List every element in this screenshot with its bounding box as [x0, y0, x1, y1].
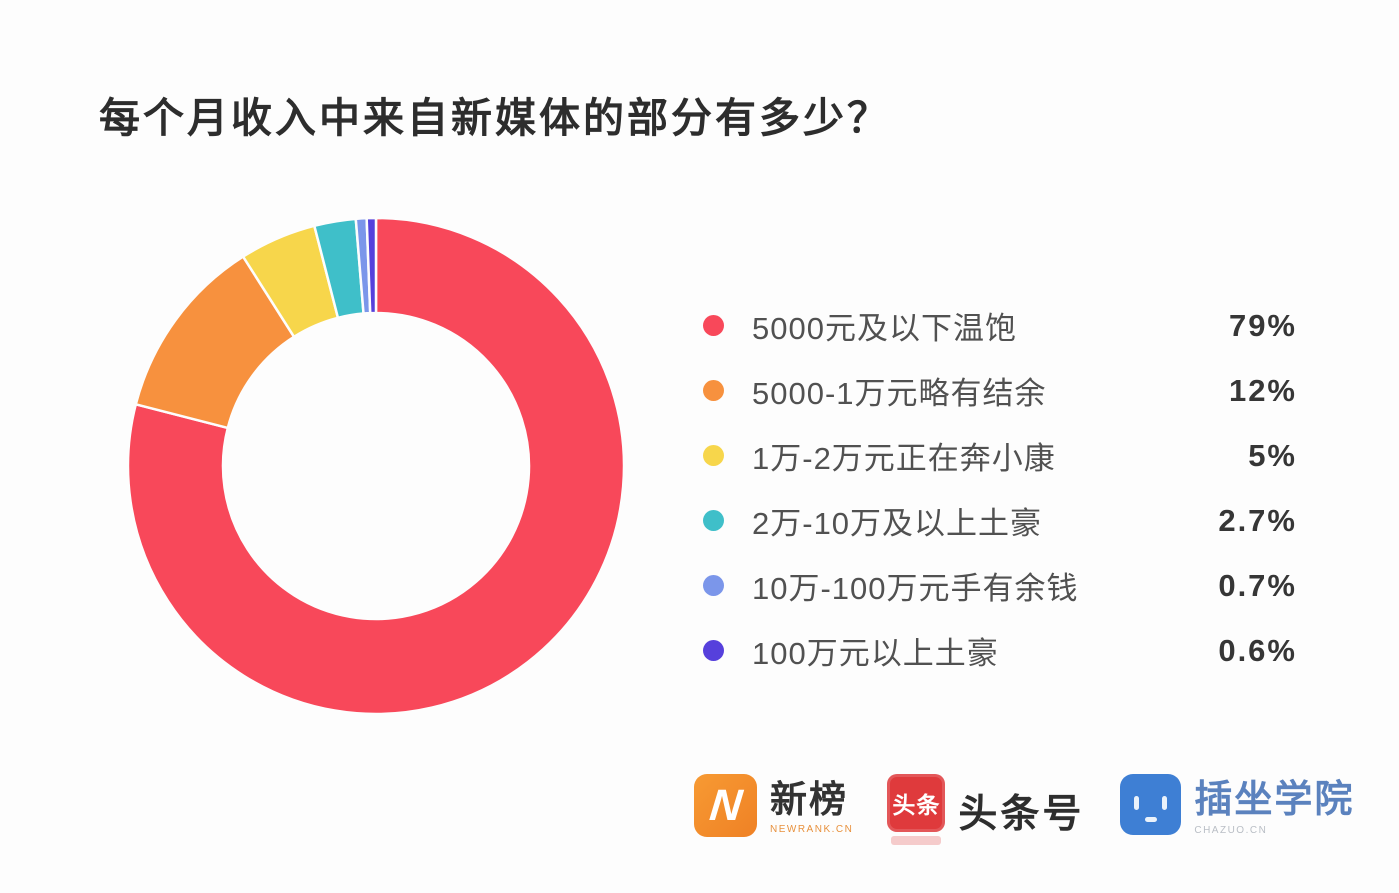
legend-item-0: 5000元及以下温饱 79% — [703, 293, 1297, 358]
toutiao-watermark — [891, 836, 942, 845]
legend-label-2: 1万-2万元正在奔小康 — [752, 441, 1056, 476]
toutiao-icon-col: 头条 — [887, 774, 946, 845]
newrank-logo: N 新榜 NEWRANK.CN — [694, 774, 853, 837]
legend-swatch-2 — [703, 445, 724, 466]
donut-segment-5 — [365, 216, 378, 315]
toutiao-name: 头条号 — [958, 793, 1085, 836]
legend-label-3: 2万-10万及以上土豪 — [752, 506, 1043, 541]
chazuo-icon — [1120, 774, 1182, 835]
chazuo-icon-eye-left — [1134, 796, 1140, 810]
toutiao-icon-text: 头条 — [892, 792, 941, 818]
legend: 5000元及以下温饱 79% 5000-1万元略有结余 12% 1万-2万元正在… — [703, 293, 1297, 683]
legend-value-3: 2.7% — [1218, 502, 1297, 538]
legend-swatch-4 — [703, 575, 724, 596]
donut-chart — [126, 216, 626, 716]
legend-value-4: 0.7% — [1218, 567, 1297, 603]
legend-label-1: 5000-1万元略有结余 — [752, 376, 1047, 411]
donut-svg — [126, 216, 626, 716]
chazuo-name: 插坐学院 — [1194, 779, 1355, 821]
legend-item-4: 10万-100万元手有余钱 0.7% — [703, 553, 1297, 618]
legend-item-2: 1万-2万元正在奔小康 5% — [703, 423, 1297, 488]
chazuo-url: CHAZUO.CN — [1194, 824, 1268, 836]
legend-value-2: 5% — [1248, 437, 1297, 473]
chazuo-icon-mouth — [1144, 817, 1157, 822]
newrank-icon: N — [694, 774, 757, 837]
toutiao-icon: 头条 — [887, 774, 946, 832]
legend-value-5: 0.6% — [1218, 632, 1297, 668]
legend-swatch-1 — [703, 380, 724, 401]
newrank-url: NEWRANK.CN — [770, 823, 854, 835]
newrank-name: 新榜 — [770, 779, 848, 820]
legend-item-3: 2万-10万及以上土豪 2.7% — [703, 488, 1297, 553]
legend-swatch-0 — [703, 315, 724, 336]
legend-value-0: 79% — [1228, 307, 1297, 343]
legend-swatch-5 — [703, 640, 724, 661]
chazuo-text: 插坐学院 CHAZUO.CN — [1194, 774, 1354, 836]
legend-item-5: 100万元以上土豪 0.6% — [703, 618, 1297, 683]
legend-item-1: 5000-1万元略有结余 12% — [703, 358, 1297, 423]
legend-label-5: 100万元以上土豪 — [752, 636, 999, 671]
chart-title: 每个月收入中来自新媒体的部分有多少？ — [99, 95, 891, 141]
toutiao-logo: 头条 头条号 — [887, 774, 1084, 845]
donut-segment-0 — [126, 216, 626, 716]
legend-value-1: 12% — [1228, 372, 1297, 408]
newrank-text: 新榜 NEWRANK.CN — [770, 774, 854, 835]
legend-label-0: 5000元及以下温饱 — [752, 311, 1017, 346]
chazuo-icon-eye-right — [1162, 796, 1168, 810]
legend-swatch-3 — [703, 510, 724, 531]
newrank-icon-letter: N — [707, 780, 745, 830]
legend-label-4: 10万-100万元手有余钱 — [752, 571, 1079, 606]
sponsor-logos: N 新榜 NEWRANK.CN 头条 头条号 插坐学院 — [694, 774, 1354, 845]
chazuo-logo: 插坐学院 CHAZUO.CN — [1120, 774, 1354, 836]
